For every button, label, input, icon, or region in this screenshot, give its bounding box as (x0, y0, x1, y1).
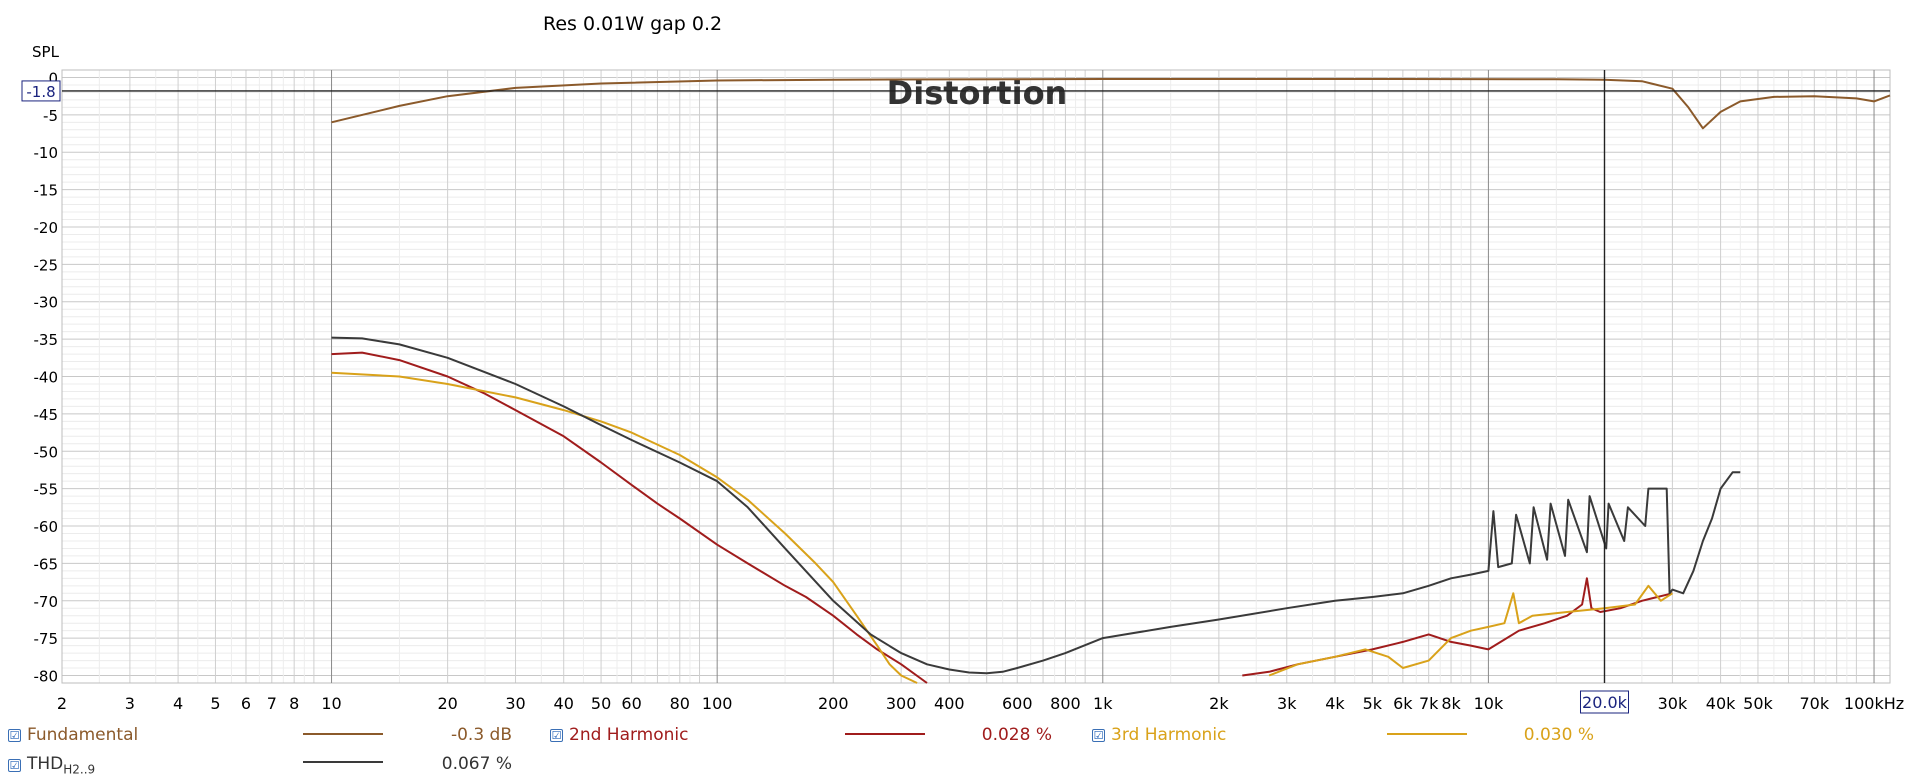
series-line-thd (331, 336, 1741, 675)
x-tick-label: 30 (505, 694, 525, 713)
x-tick-label: 20 (437, 694, 457, 713)
legend-checkbox-thd[interactable]: ☑ (8, 758, 21, 772)
legend-item-3rd-harmonic[interactable]: ☑ 3rd Harmonic (1092, 725, 1226, 745)
x-tick-label: 4k (1325, 694, 1345, 713)
legend-checkbox-fundamental[interactable]: ☑ (8, 728, 21, 742)
y-tick-label: -80 (34, 668, 59, 686)
y-tick-label: -10 (34, 144, 59, 162)
y-tick-label: 0 (48, 69, 58, 87)
x-tick-label: 2k (1209, 694, 1229, 713)
minor-gridlines (61, 69, 1890, 684)
x-tick-label: 70k (1799, 694, 1829, 713)
y-axis-ticks: 0 -5 -10 -15 -20 -25 -30 -35 -40 -45 -50 -55 -60 -65 -… (34, 69, 59, 685)
cursor-y-readout-box (21, 80, 61, 102)
y-tick-label: -15 (34, 182, 59, 200)
y-tick-label: -60 (34, 518, 59, 536)
y-tick-label: -50 (34, 443, 59, 461)
x-tick-label: 4 (173, 694, 183, 713)
series-line-2nd-harmonic (331, 351, 928, 684)
legend-value-thd: 0.067 % (441, 754, 512, 774)
x-tick-label: 1k (1093, 694, 1113, 713)
x-tick-label: 100 (702, 694, 733, 713)
legend-swatch-2nd-harmonic (845, 733, 925, 735)
x-tick-label: 40 (554, 694, 574, 713)
legend-label-thd-sub: H2..9 (63, 762, 96, 777)
y-tick-label: -40 (34, 369, 59, 387)
legend-label-fundamental: Fundamental (27, 725, 139, 745)
x-tick-label: 100kHz (1844, 694, 1904, 713)
x-tick-label: 2 (57, 694, 67, 713)
legend-label-thd: THDH2..9 (27, 754, 95, 776)
y-tick-label: -55 (34, 481, 59, 499)
cursor-x-readout: 20.0k (1582, 693, 1628, 712)
distortion-chart: Res 0.01W gap 0.2 SPL 0 -5 -10 -15 -20 -25 -30… (21, 13, 1904, 714)
y-tick-label: -20 (34, 219, 59, 237)
legend-item-2nd-harmonic[interactable]: ☑ 2nd Harmonic (550, 725, 688, 745)
x-tick-label: 7 (267, 694, 277, 713)
series-layer (331, 78, 1891, 684)
x-tick-label: 60 (621, 694, 641, 713)
legend: ☑ Fundamental -0.3 dB ☑ 2nd Harmonic 0.0… (0, 715, 1920, 783)
x-tick-label: 8 (289, 694, 299, 713)
legend-value-2nd-harmonic: 0.028 % (981, 725, 1052, 745)
legend-checkbox-3rd-harmonic[interactable]: ☑ (1092, 728, 1105, 742)
y-tick-label: -25 (34, 256, 59, 274)
x-tick-label: 80 (670, 694, 690, 713)
x-tick-label: 40k (1706, 694, 1736, 713)
y-tick-label: -30 (34, 294, 59, 312)
legend-swatch-fundamental (303, 733, 383, 735)
legend-item-thd[interactable]: ☑ THDH2..9 (8, 754, 95, 776)
x-tick-label: 3k (1277, 694, 1297, 713)
x-tick-label: 30k (1658, 694, 1688, 713)
legend-label-3rd-harmonic: 3rd Harmonic (1111, 725, 1227, 745)
x-tick-label: 8k (1441, 694, 1461, 713)
major-gridlines (61, 69, 1891, 684)
x-tick-label: 5k (1363, 694, 1383, 713)
x-tick-label: 6k (1393, 694, 1413, 713)
y-tick-label: -35 (34, 331, 59, 349)
cursor-y-readout: -1.8 (26, 83, 55, 101)
x-tick-label: 6 (241, 694, 251, 713)
cursor-x-readout-box (1579, 690, 1629, 714)
x-tick-label: 800 (1050, 694, 1081, 713)
legend-label-2nd-harmonic: 2nd Harmonic (569, 725, 689, 745)
y-tick-label: -65 (34, 555, 59, 573)
chart-title: Res 0.01W gap 0.2 (543, 13, 722, 35)
x-axis-ticks: 2 3 4 5 6 7 8 10 20 30 40 50 60 80 100 200 300 400 600 800 1… (57, 694, 1904, 713)
y-tick-label: -5 (43, 107, 58, 125)
x-tick-label: 10k (1474, 694, 1504, 713)
y-tick-label: -75 (34, 630, 59, 648)
x-tick-label: 50 (591, 694, 611, 713)
legend-swatch-thd (303, 761, 383, 763)
x-tick-label: 5 (210, 694, 220, 713)
legend-value-3rd-harmonic: 0.030 % (1523, 725, 1594, 745)
legend-label-thd-main: THD (27, 754, 64, 774)
legend-swatch-3rd-harmonic (1387, 733, 1467, 735)
x-tick-label: 300 (886, 694, 917, 713)
y-tick-label: -70 (34, 593, 59, 611)
legend-item-fundamental[interactable]: ☑ Fundamental (8, 725, 138, 745)
series-line-3rd-harmonic (331, 371, 918, 684)
x-tick-label: 3 (125, 694, 135, 713)
legend-value-fundamental: -0.3 dB (450, 725, 512, 745)
y-axis-label: SPL (32, 43, 60, 61)
x-tick-label: 7k (1419, 694, 1439, 713)
x-tick-label: 10 (321, 694, 341, 713)
x-tick-label: 400 (934, 694, 965, 713)
cursor[interactable]: -1.8 20.0k (21, 70, 1890, 714)
x-tick-label: 50k (1743, 694, 1773, 713)
plot-frame (61, 69, 1891, 684)
y-tick-label: -45 (34, 406, 59, 424)
series-line-fundamental (331, 78, 1891, 130)
x-tick-label: 200 (818, 694, 849, 713)
legend-checkbox-2nd-harmonic[interactable]: ☑ (550, 728, 563, 742)
x-tick-label: 600 (1002, 694, 1033, 713)
series-line-3rd-harmonic (1268, 584, 1673, 677)
